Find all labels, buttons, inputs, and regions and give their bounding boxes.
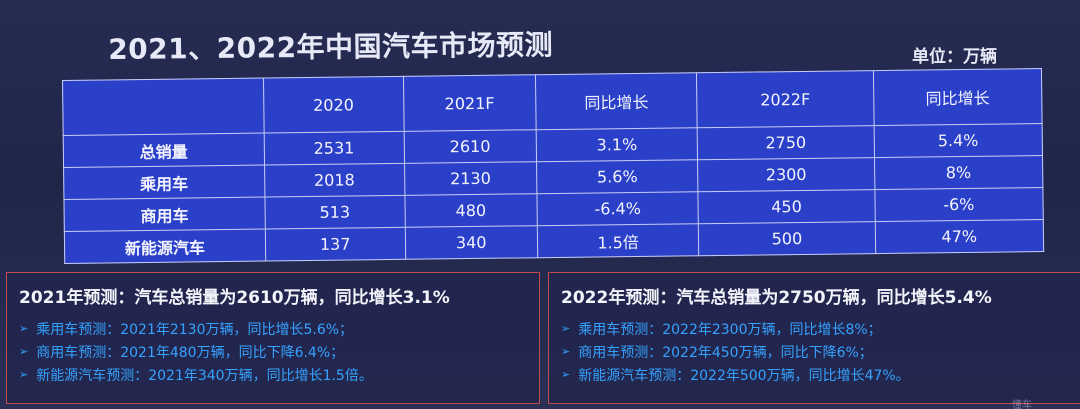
forecast-panel-2021: 2021年预测：汽车总销量为2610万辆，同比增长3.1% ➢ 乘用车预测：20… (6, 272, 540, 404)
list-item: ➢ 新能源汽车预测：2022年500万辆，同比增长47%。 (561, 363, 910, 386)
row-label-total: 总销量 (63, 133, 265, 168)
table-cell: 5.6% (536, 159, 699, 194)
row-label-passenger: 乘用车 (63, 165, 265, 200)
list-item: ➢ 乘用车预测：2021年2130万辆，同比增长5.6%； (19, 317, 373, 340)
panel-list-2021: ➢ 乘用车预测：2021年2130万辆，同比增长5.6%； ➢ 商用车预测：20… (19, 317, 373, 386)
header-cell-empty (62, 78, 264, 136)
table-cell: 500 (698, 221, 876, 256)
panel-heading-2021: 2021年预测：汽车总销量为2610万辆，同比增长3.1% (19, 288, 450, 308)
list-item-text: 商用车预测：2021年480万辆，同比下降6.4%； (36, 344, 345, 361)
table-cell: 2018 (264, 163, 405, 198)
arrow-bullet-icon: ➢ (19, 368, 29, 381)
table-cell: -6.4% (536, 191, 699, 226)
table-cell: 2531 (263, 131, 405, 166)
table-cell: 3.1% (535, 127, 698, 162)
row-label-commercial: 商用车 (63, 197, 266, 232)
forecast-table-container: 2020 2021F 同比增长 2022F 同比增长 总销量 2531 2610… (62, 68, 1045, 264)
list-item: ➢ 商用车预测：2022年450万辆，同比下降6%； (561, 340, 910, 363)
list-item-text: 乘用车预测：2021年2130万辆，同比增长5.6%； (36, 321, 354, 338)
table-cell: -6% (874, 187, 1044, 222)
table-cell: 2130 (404, 161, 537, 196)
table-cell: 8% (874, 155, 1043, 190)
table-cell: 5.4% (873, 123, 1043, 158)
table-cell: 513 (264, 195, 405, 230)
slide-title: 2021、2022年中国汽车市场预测 (108, 28, 554, 66)
header-cell-yoy-2022: 同比增长 (873, 68, 1043, 126)
arrow-bullet-icon: ➢ (561, 368, 571, 381)
header-cell-2022f: 2022F (696, 70, 874, 128)
forecast-table: 2020 2021F 同比增长 2022F 同比增长 总销量 2531 2610… (62, 68, 1045, 264)
list-item: ➢ 乘用车预测：2022年2300万辆，同比增长8%； (561, 317, 910, 340)
arrow-bullet-icon: ➢ (19, 322, 29, 335)
watermark: 懂车 (1012, 400, 1032, 409)
header-cell-2021f: 2021F (403, 74, 536, 132)
table-cell: 2610 (403, 129, 537, 164)
list-item-text: 新能源汽车预测：2021年340万辆，同比增长1.5倍。 (36, 367, 373, 384)
table-cell: 2750 (697, 125, 875, 160)
panel-list-2022: ➢ 乘用车预测：2022年2300万辆，同比增长8%； ➢ 商用车预测：2022… (561, 317, 910, 386)
unit-label: 单位：万辆 (912, 47, 997, 67)
table-cell: 2300 (697, 157, 875, 192)
forecast-panel-2022: 2022年预测：汽车总销量为2750万辆，同比增长5.4% ➢ 乘用车预测：20… (548, 272, 1080, 404)
list-item-text: 商用车预测：2022年450万辆，同比下降6%； (578, 344, 873, 361)
arrow-bullet-icon: ➢ (561, 345, 571, 358)
table-cell: 137 (265, 227, 406, 262)
table-cell: 47% (874, 219, 1044, 254)
list-item: ➢ 新能源汽车预测：2021年340万辆，同比增长1.5倍。 (19, 363, 373, 386)
arrow-bullet-icon: ➢ (19, 345, 29, 358)
list-item-text: 乘用车预测：2022年2300万辆，同比增长8%； (578, 321, 882, 338)
table-cell: 340 (404, 225, 538, 260)
header-cell-yoy-2021: 同比增长 (535, 72, 698, 130)
table-cell: 1.5倍 (537, 223, 700, 258)
arrow-bullet-icon: ➢ (561, 322, 571, 335)
list-item-text: 新能源汽车预测：2022年500万辆，同比增长47%。 (578, 367, 910, 384)
row-label-nev: 新能源汽车 (64, 229, 266, 264)
table-cell: 480 (404, 193, 538, 228)
table-cell: 450 (698, 189, 875, 224)
panel-heading-2022: 2022年预测：汽车总销量为2750万辆，同比增长5.4% (561, 288, 992, 308)
header-cell-2020: 2020 (263, 76, 404, 134)
list-item: ➢ 商用车预测：2021年480万辆，同比下降6.4%； (19, 340, 373, 363)
